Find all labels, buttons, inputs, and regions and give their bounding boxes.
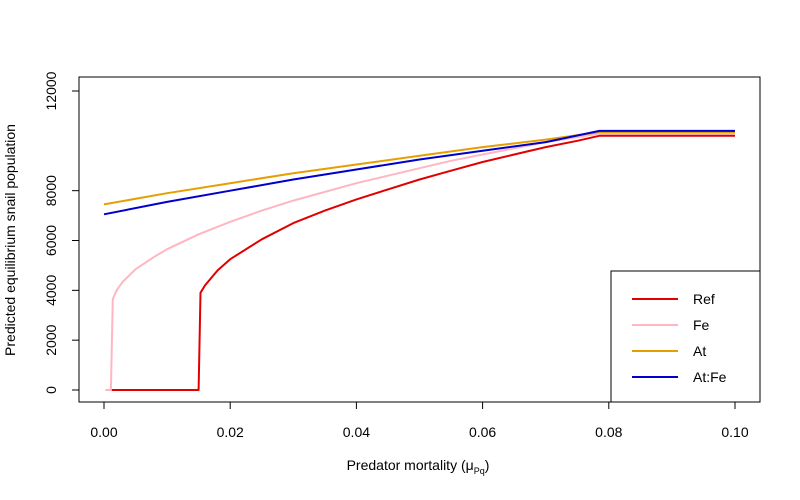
legend-label: Fe	[693, 317, 710, 333]
y-axis-title: Predicted equilibrium snail population	[2, 124, 18, 356]
x-tick-label: 0.06	[469, 424, 496, 440]
legend-box	[610, 270, 761, 403]
x-tick-label: 0.00	[90, 424, 117, 440]
y-tick-label: 2000	[43, 324, 59, 355]
x-axis-title: Predator mortality (μPq)	[347, 457, 490, 476]
series-line-ref	[111, 134, 735, 391]
x-axis: 0.00 0.02 0.04 0.06 0.08 0.10	[90, 401, 749, 440]
series-line-at-fe	[103, 129, 735, 216]
legend-label: Ref	[693, 291, 715, 307]
y-tick-label: 0	[43, 386, 59, 394]
series-line-at	[103, 131, 735, 206]
legend: Ref Fe At At:Fe	[610, 270, 761, 403]
y-tick-label: 8000	[43, 175, 59, 206]
y-tick-label: 4000	[43, 275, 59, 306]
series-layer	[103, 129, 735, 391]
x-tick-label: 0.02	[217, 424, 244, 440]
y-tick-label: 12000	[43, 71, 59, 110]
y-tick-label: 6000	[43, 225, 59, 256]
y-axis: 0 2000 4000 6000 8000 12000	[43, 71, 80, 394]
x-tick-label: 0.10	[721, 424, 748, 440]
legend-label: At	[693, 343, 706, 359]
legend-label: At:Fe	[693, 369, 727, 385]
x-tick-label: 0.08	[595, 424, 622, 440]
x-tick-label: 0.04	[343, 424, 370, 440]
